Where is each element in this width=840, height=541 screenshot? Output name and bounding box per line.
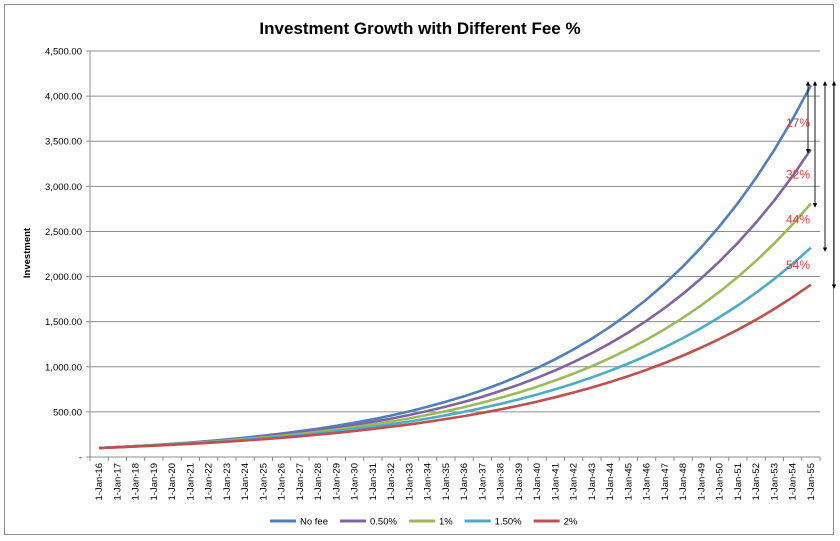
chart-title: Investment Growth with Different Fee % — [259, 19, 581, 38]
x-tick-label: 1-Jan-17 — [112, 463, 123, 501]
series-layer — [99, 84, 813, 450]
x-tick-label: 1-Jan-31 — [368, 463, 379, 501]
fee-difference-label: 17% — [786, 116, 810, 130]
y-tick-label: - — [79, 453, 82, 464]
x-tick-label: 1-Jan-51 — [733, 463, 744, 501]
x-tick-label: 1-Jan-32 — [386, 463, 397, 501]
x-tick-label: 1-Jan-38 — [496, 463, 507, 501]
x-tick-label: 1-Jan-29 — [331, 463, 342, 501]
x-tick-label: 1-Jan-44 — [605, 463, 616, 501]
x-tick-label: 1-Jan-52 — [751, 463, 762, 501]
x-tick-label: 1-Jan-41 — [550, 463, 561, 501]
y-tick-label: 2,500.00 — [45, 227, 82, 238]
y-tick-label: 500.00 — [53, 407, 82, 418]
x-tick-label: 1-Jan-47 — [660, 463, 671, 501]
fee-difference-label: 44% — [786, 213, 810, 227]
x-tick-label: 1-Jan-18 — [131, 463, 142, 501]
y-tick-label: 2,000.00 — [45, 272, 82, 283]
y-tick-label: 3,500.00 — [45, 137, 82, 148]
x-tick-label: 1-Jan-55 — [806, 463, 817, 501]
x-tick-label: 1-Jan-39 — [514, 463, 525, 501]
x-tick-label: 1-Jan-33 — [404, 463, 415, 501]
x-tick-label: 1-Jan-40 — [532, 463, 543, 501]
x-tick-label: 1-Jan-37 — [477, 463, 488, 501]
y-tick-label: 1,000.00 — [45, 362, 82, 373]
x-tick-label: 1-Jan-26 — [277, 463, 288, 501]
series-line — [99, 283, 812, 450]
x-tick-label: 1-Jan-16 — [94, 463, 105, 501]
x-tick-label: 1-Jan-53 — [769, 463, 780, 501]
x-tick-label: 1-Jan-36 — [459, 463, 470, 501]
grid-layer — [90, 50, 820, 413]
x-tick-label: 1-Jan-43 — [587, 463, 598, 501]
annotation-layer: 17% 32% 44% 54% — [786, 81, 837, 289]
y-axis-title: Investment — [22, 227, 33, 278]
legend-label: 1.50% — [495, 517, 522, 528]
x-tick-label: 1-Jan-28 — [313, 463, 324, 501]
y-tick-label: 1,500.00 — [45, 317, 82, 328]
x-tick-label: 1-Jan-21 — [185, 463, 196, 501]
x-tick-label: 1-Jan-24 — [240, 463, 251, 501]
x-tick-label: 1-Jan-50 — [715, 463, 726, 501]
legend-label: 1% — [439, 517, 453, 528]
fee-difference-label: 54% — [786, 258, 810, 272]
x-tick-label: 1-Jan-23 — [222, 463, 233, 501]
legend-label: 0.50% — [370, 517, 397, 528]
x-tick-label: 1-Jan-35 — [441, 463, 452, 501]
x-tick-label: 1-Jan-22 — [204, 463, 215, 501]
axis-layer: - 500.00 1,000.00 1,500.00 2,000.00 2,500.00 3… — [45, 47, 821, 501]
x-tick-label: 1-Jan-54 — [788, 463, 799, 501]
x-tick-label: 1-Jan-45 — [623, 463, 634, 501]
x-tick-label: 1-Jan-30 — [350, 463, 361, 501]
x-tick-label: 1-Jan-34 — [423, 463, 434, 501]
y-tick-label: 4,500.00 — [45, 47, 82, 58]
y-tick-label: 3,000.00 — [45, 182, 82, 193]
x-tick-label: 1-Jan-46 — [642, 463, 653, 501]
series-line — [99, 84, 813, 450]
x-tick-label: 1-Jan-25 — [258, 463, 269, 501]
series-line — [99, 148, 812, 450]
legend-label: 2% — [564, 517, 578, 528]
x-tick-label: 1-Jan-48 — [678, 463, 689, 501]
x-tick-label: 1-Jan-27 — [295, 463, 306, 501]
x-tick-label: 1-Jan-19 — [149, 463, 160, 501]
legend-label: No fee — [300, 517, 328, 528]
legend-layer: No fee 0.50% 1% 1.50% 2% — [270, 517, 578, 528]
fee-difference-label: 32% — [786, 168, 810, 182]
x-tick-label: 1-Jan-49 — [696, 463, 707, 501]
x-tick-label: 1-Jan-20 — [167, 463, 178, 501]
x-tick-label: 1-Jan-42 — [569, 463, 580, 501]
y-tick-label: 4,000.00 — [45, 92, 82, 103]
